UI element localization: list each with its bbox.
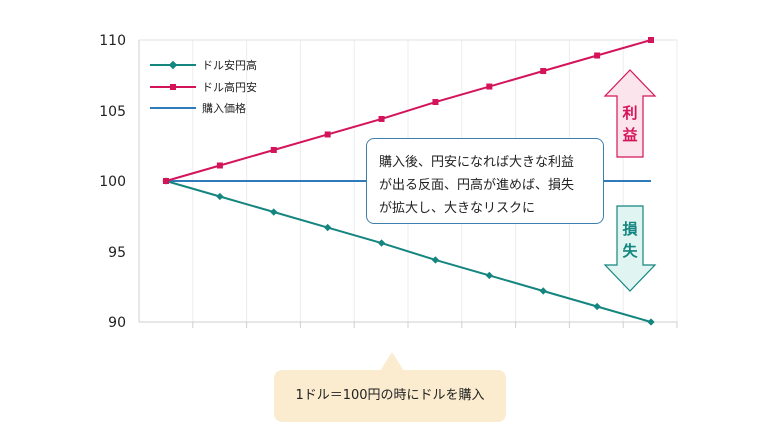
data-point <box>593 302 601 311</box>
data-point <box>270 146 277 153</box>
loss-label: 失 <box>622 242 638 260</box>
data-point <box>647 318 655 326</box>
callout-line: 購入後、円安になれば大きな利益 <box>379 155 575 170</box>
y-tick-label: 95 <box>108 245 126 261</box>
series-line <box>165 180 652 323</box>
loss-arrow: 損 失 <box>603 205 657 292</box>
y-tick-labels: 110 105 100 95 90 <box>99 33 126 331</box>
legend-marker-diamond <box>168 60 178 70</box>
data-point <box>270 208 278 216</box>
risk-callout: 購入後、円安になれば大きな利益 が出る反面、円高が進めば、損失 が拡大し、大きな… <box>366 138 604 224</box>
legend-marker-square <box>170 84 176 90</box>
profit-arrow-up-icon <box>603 69 657 158</box>
data-point <box>485 271 494 280</box>
data-point <box>431 256 440 264</box>
series-line <box>165 39 652 182</box>
loss-arrow-down-icon <box>603 205 657 292</box>
data-point <box>539 287 547 295</box>
y-tick-label: 110 <box>99 33 126 49</box>
profit-label: 益 <box>622 126 637 144</box>
note-pointer <box>380 352 404 371</box>
axes <box>138 39 677 323</box>
y-tick-label: 100 <box>99 174 126 190</box>
legend-label: 購入価格 <box>202 101 246 115</box>
loss-label: 損 <box>622 220 638 238</box>
y-tick-label: 90 <box>108 315 126 331</box>
callout-line: が拡大し、大きなリスクに <box>379 201 536 216</box>
data-point <box>540 68 547 75</box>
data-point <box>648 37 654 43</box>
data-point <box>216 162 223 169</box>
data-point <box>163 178 169 184</box>
data-point <box>377 239 386 247</box>
data-point <box>378 115 385 122</box>
legend-label: ドル安円高 <box>202 58 257 72</box>
y-tick-label: 105 <box>99 104 126 120</box>
data-point <box>323 223 332 232</box>
data-point <box>486 83 493 90</box>
data-point <box>432 99 439 106</box>
legend: ドル安円高 ドル高円安 購入価格 <box>150 58 257 115</box>
purchase-note: 1ドル＝100円の時にドルを購入 <box>274 370 506 422</box>
data-point <box>594 52 601 59</box>
series-yen-weak <box>163 37 654 184</box>
profit-label: 利 <box>622 104 637 122</box>
callout-line: が出る反面、円高が進めば、損失 <box>379 178 575 193</box>
legend-label: ドル高円安 <box>202 80 257 94</box>
profit-arrow: 利 益 <box>603 69 657 158</box>
data-point <box>216 192 224 201</box>
data-point <box>324 131 331 138</box>
